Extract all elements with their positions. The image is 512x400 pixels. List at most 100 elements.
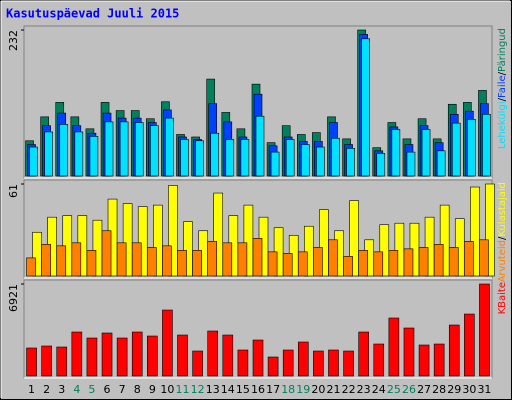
bar (300, 144, 310, 177)
bar (210, 132, 220, 177)
bar (101, 332, 113, 377)
bar (313, 247, 323, 277)
x-tick-label: 8 (134, 383, 141, 396)
bar (388, 250, 399, 277)
x-tick-label: 22 (342, 383, 356, 396)
bar (285, 139, 295, 177)
bar (421, 129, 431, 177)
bar (331, 137, 340, 177)
bar (346, 148, 355, 177)
bar (343, 350, 354, 377)
bar (270, 151, 280, 177)
bar (240, 139, 250, 177)
bar (464, 241, 474, 277)
bar (448, 247, 459, 277)
x-tick-label: 17 (266, 383, 280, 396)
bar (297, 341, 309, 377)
x-tick-label: 18 (281, 383, 295, 396)
bar (464, 313, 475, 377)
bar (433, 343, 445, 377)
legend-entry: Külastajaid (497, 182, 508, 237)
bar (101, 230, 112, 277)
bar (436, 150, 446, 177)
bar (134, 122, 144, 177)
bar (195, 140, 204, 177)
bar (26, 257, 36, 277)
bar (479, 283, 490, 377)
bar (358, 331, 369, 377)
bar (237, 242, 248, 277)
x-tick-label: 12 (191, 383, 205, 396)
x-tick-label: 24 (372, 383, 386, 396)
bar (406, 151, 416, 177)
bar (165, 117, 174, 177)
legend: Arvuteid/Külastajaid (497, 182, 508, 282)
bar (373, 343, 385, 377)
bar (147, 247, 157, 277)
bar (153, 204, 163, 277)
legend: Lehekülgi/Faile/Päringud (497, 28, 508, 149)
bar (482, 114, 491, 177)
bar (180, 139, 189, 177)
bar (56, 245, 67, 277)
legend: KBaite (497, 282, 508, 314)
x-tick-label: 19 (296, 383, 310, 396)
bar (59, 124, 69, 177)
bar (222, 242, 233, 277)
legend-separator: / (497, 236, 508, 240)
bar (252, 237, 263, 277)
bar (41, 244, 51, 277)
bar (267, 356, 279, 377)
bar (433, 244, 444, 277)
x-tick-label: 31 (477, 383, 491, 396)
bar (418, 344, 430, 377)
bar (177, 250, 187, 277)
bar (131, 331, 143, 377)
bar (147, 335, 158, 377)
x-tick-label: 3 (58, 383, 65, 396)
bar (116, 337, 128, 377)
bar (162, 309, 173, 377)
bar (349, 200, 359, 277)
bar (222, 334, 234, 377)
bar (388, 317, 400, 377)
bar (89, 136, 99, 177)
legend-entry: KBaite (497, 282, 508, 314)
bar (451, 122, 461, 177)
bar (192, 250, 202, 277)
bar (403, 248, 414, 277)
bar (316, 146, 325, 177)
bar (252, 339, 264, 377)
bar (376, 153, 386, 177)
bar (162, 245, 172, 277)
x-tick-label: 21 (326, 383, 340, 396)
bar (71, 331, 83, 377)
bar (439, 204, 450, 277)
bar (373, 251, 384, 277)
bar (467, 119, 476, 177)
legend-entry: Lehekülgi (497, 101, 508, 149)
bar (343, 256, 353, 277)
x-tick-label: 20 (311, 383, 325, 396)
bar (470, 186, 480, 277)
x-tick-label: 26 (402, 383, 416, 396)
bar (213, 192, 224, 277)
bar (56, 346, 68, 377)
bar (403, 327, 415, 377)
bar (418, 247, 429, 277)
x-tick-label: 5 (88, 383, 95, 396)
bar (150, 125, 159, 177)
bar (448, 324, 460, 377)
bar (29, 146, 38, 177)
bar (297, 251, 308, 277)
bar (255, 115, 265, 177)
x-tick-label: 2 (43, 383, 50, 396)
bar (485, 183, 495, 277)
x-tick-label: 6 (104, 383, 111, 396)
bar (137, 206, 148, 277)
x-tick-label: 7 (119, 383, 126, 396)
bar (361, 38, 370, 177)
bar (207, 241, 218, 277)
y-tick-label: 6921 (7, 284, 20, 312)
bar (479, 239, 489, 277)
